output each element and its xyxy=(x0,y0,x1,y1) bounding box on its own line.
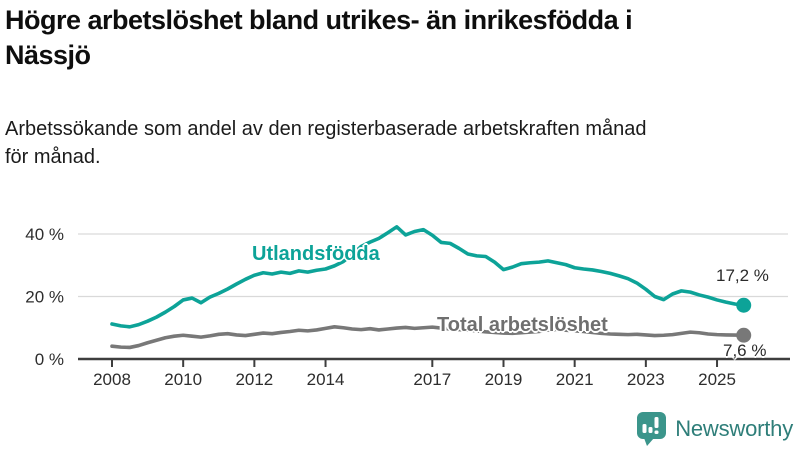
end-value-label-total: 7,6 % xyxy=(723,341,767,360)
svg-text:2014: 2014 xyxy=(307,370,345,389)
newsworthy-logo-text: Newsworthy xyxy=(675,416,793,441)
page-subtitle: Arbetssökande som andel av den registerb… xyxy=(5,115,785,171)
newsworthy-logo-icon xyxy=(637,412,667,446)
subtitle-line-2: för månad. xyxy=(5,146,101,168)
svg-text:2025: 2025 xyxy=(698,370,736,389)
svg-text:2021: 2021 xyxy=(556,370,594,389)
line-chart: 0 % 20 % 40 % 2008 2010 2012 2014 2017 2019 2021 2… xyxy=(25,225,790,389)
end-value-label-utlandsfodda: 17,2 % xyxy=(716,266,769,285)
svg-text:2019: 2019 xyxy=(485,370,523,389)
svg-text:2017: 2017 xyxy=(413,370,451,389)
svg-text:2023: 2023 xyxy=(627,370,665,389)
svg-text:20 %: 20 % xyxy=(25,288,64,307)
page-title: Högre arbetslöshet bland utrikes- än inr… xyxy=(5,3,797,73)
svg-text:2012: 2012 xyxy=(235,370,273,389)
series-label-utlandsfodda: Utlandsfödda xyxy=(252,243,380,265)
svg-text:2008: 2008 xyxy=(93,370,131,389)
title-line-1: Högre arbetslöshet bland utrikes- än inr… xyxy=(5,5,633,35)
series-label-total-arbetsloshet: Total arbetslöshet xyxy=(437,314,608,336)
svg-text:40 %: 40 % xyxy=(25,225,64,244)
svg-text:2010: 2010 xyxy=(164,370,202,389)
svg-text:0 %: 0 % xyxy=(35,350,64,369)
subtitle-line-1: Arbetssökande som andel av den registerb… xyxy=(5,118,647,140)
newsworthy-logo[interactable]: Newsworthy xyxy=(636,411,793,447)
title-line-2: Nässjö xyxy=(5,40,91,71)
